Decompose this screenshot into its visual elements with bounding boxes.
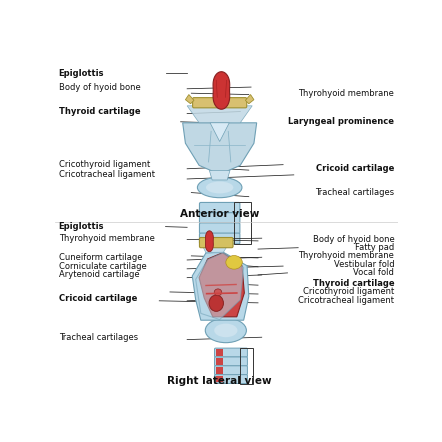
- Polygon shape: [210, 171, 230, 180]
- Ellipse shape: [214, 289, 222, 296]
- Ellipse shape: [226, 255, 242, 269]
- Polygon shape: [210, 123, 229, 141]
- Bar: [234, 202, 251, 244]
- Text: Thyrohyoid membrane: Thyrohyoid membrane: [298, 89, 394, 98]
- Text: Vestibular fold: Vestibular fold: [334, 260, 394, 269]
- Text: Vocal fold: Vocal fold: [354, 268, 394, 278]
- Ellipse shape: [214, 324, 237, 337]
- Text: Cuneiform cartilage: Cuneiform cartilage: [59, 253, 142, 262]
- Bar: [216, 376, 223, 382]
- Ellipse shape: [209, 295, 224, 311]
- Polygon shape: [183, 123, 257, 175]
- FancyBboxPatch shape: [214, 375, 248, 384]
- Ellipse shape: [206, 182, 233, 194]
- FancyBboxPatch shape: [193, 98, 247, 108]
- Text: Cricotracheal ligament: Cricotracheal ligament: [59, 170, 155, 179]
- Ellipse shape: [205, 318, 246, 343]
- Text: Right lateral view: Right lateral view: [168, 376, 272, 386]
- Polygon shape: [187, 106, 252, 123]
- Text: Epiglottis: Epiglottis: [59, 222, 104, 231]
- Text: Thyroid cartilage: Thyroid cartilage: [59, 107, 140, 116]
- Text: Thyrohyoid membrane: Thyrohyoid membrane: [298, 251, 394, 260]
- Polygon shape: [245, 95, 254, 104]
- FancyBboxPatch shape: [199, 213, 240, 224]
- FancyBboxPatch shape: [199, 223, 240, 234]
- Polygon shape: [196, 253, 244, 320]
- Text: Tracheal cartilages: Tracheal cartilages: [59, 333, 138, 342]
- Text: Cricoid cartilage: Cricoid cartilage: [59, 294, 137, 303]
- FancyBboxPatch shape: [214, 348, 248, 357]
- Text: Epiglottis: Epiglottis: [59, 69, 104, 78]
- Polygon shape: [206, 231, 213, 251]
- Text: Laryngeal prominence: Laryngeal prominence: [288, 117, 394, 126]
- Text: Cricothyroid ligament: Cricothyroid ligament: [59, 160, 150, 169]
- Polygon shape: [201, 243, 229, 253]
- FancyBboxPatch shape: [199, 202, 240, 213]
- Bar: [216, 358, 223, 365]
- Text: Fatty pad: Fatty pad: [355, 243, 394, 252]
- Text: Cricotracheal ligament: Cricotracheal ligament: [298, 296, 394, 305]
- Text: Thyroid cartilage: Thyroid cartilage: [313, 278, 394, 288]
- Text: Arytenoid cartilage: Arytenoid cartilage: [59, 271, 139, 279]
- FancyBboxPatch shape: [214, 357, 248, 366]
- Polygon shape: [192, 252, 249, 320]
- Text: Body of hyoid bone: Body of hyoid bone: [59, 83, 141, 91]
- Text: Cricothyroid ligament: Cricothyroid ligament: [303, 287, 394, 297]
- FancyBboxPatch shape: [199, 237, 233, 248]
- Polygon shape: [199, 253, 244, 317]
- Polygon shape: [213, 72, 230, 109]
- Ellipse shape: [198, 177, 242, 198]
- Bar: [240, 348, 253, 384]
- Bar: [216, 367, 223, 373]
- Text: Cricoid cartilage: Cricoid cartilage: [316, 164, 394, 172]
- Bar: [216, 349, 223, 356]
- FancyBboxPatch shape: [199, 233, 240, 244]
- Polygon shape: [186, 95, 194, 104]
- Text: Anterior view: Anterior view: [180, 209, 259, 219]
- Text: Body of hyoid bone: Body of hyoid bone: [312, 235, 394, 244]
- Text: Thyrohyoid membrane: Thyrohyoid membrane: [59, 234, 155, 243]
- FancyBboxPatch shape: [214, 366, 248, 375]
- Text: Tracheal cartilages: Tracheal cartilages: [315, 188, 394, 197]
- Text: Corniculate cartilage: Corniculate cartilage: [59, 262, 146, 271]
